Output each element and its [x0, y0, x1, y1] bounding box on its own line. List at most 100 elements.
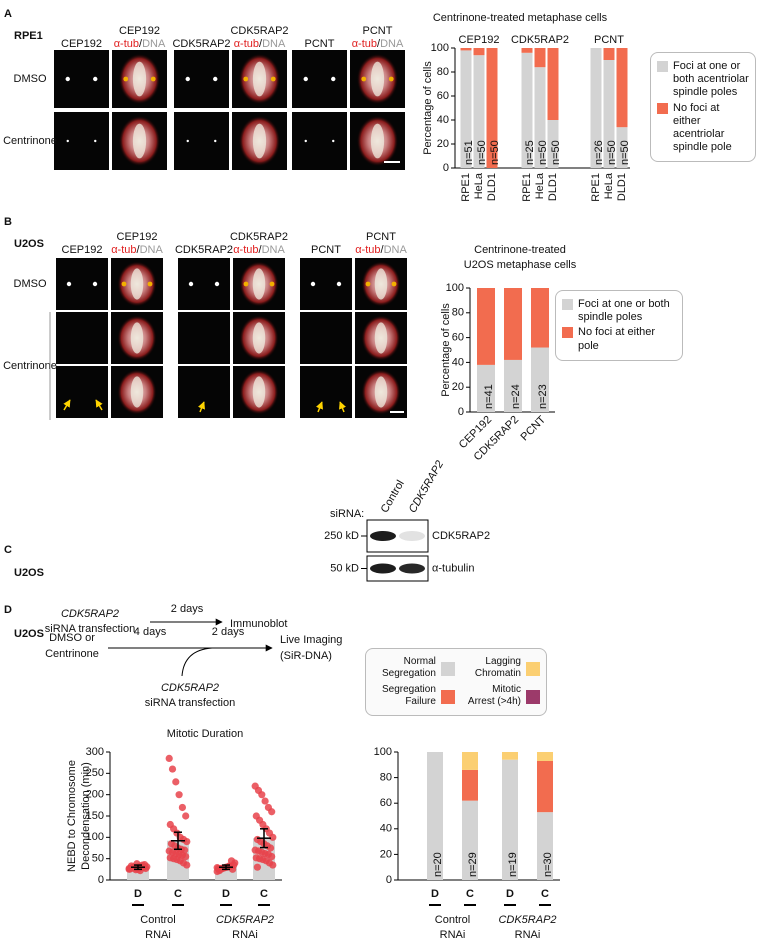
y-tick-label: 300 — [86, 746, 104, 758]
merge-suffix-part: / — [137, 244, 141, 256]
error-bar — [257, 828, 271, 849]
legend-text: Foci at one or both spindle poles — [578, 298, 670, 324]
micrograph — [56, 366, 108, 418]
group-label: CDK5RAP2 — [511, 34, 569, 46]
micrograph — [178, 366, 230, 418]
legend: Foci at one or both spindle poles No foci… — [555, 290, 683, 361]
pole-merge — [121, 281, 127, 287]
y-tick-label: 60 — [380, 797, 392, 809]
micrograph — [178, 312, 230, 364]
n-label: n=26 — [593, 140, 605, 165]
data-point — [216, 864, 225, 873]
data-point — [269, 833, 277, 841]
micrograph — [300, 366, 352, 418]
merge-suffix-part: DNA — [140, 244, 164, 256]
merge-suffix-part: α-tub — [234, 38, 259, 50]
legend-swatch — [562, 299, 573, 310]
micrograph — [292, 112, 347, 170]
group-label: Control — [140, 914, 175, 926]
data-point — [253, 863, 261, 871]
marker-label: CEP192 — [62, 244, 103, 256]
merge-suffix-part: DNA — [384, 244, 408, 256]
treatment: DMSO or — [49, 632, 95, 644]
y-tick-label: 60 — [452, 332, 464, 344]
legend-entry: Lagging Chromatin — [465, 656, 540, 680]
n-label: n=50 — [550, 140, 562, 165]
readout: Immunoblot — [230, 618, 287, 630]
micrograph — [56, 312, 108, 364]
y-tick-label: 80 — [437, 66, 449, 78]
pole-merge — [150, 76, 156, 82]
row-label: DMSO — [14, 73, 47, 85]
bar-segment — [502, 759, 518, 880]
bar-segment — [521, 52, 533, 168]
micrograph — [292, 50, 347, 108]
bar-segment — [462, 752, 478, 770]
band-label: CDK5RAP2 — [432, 530, 490, 542]
cell-line: RPE1 — [14, 30, 43, 42]
dna-signal — [132, 61, 147, 97]
x-tick-label: C — [260, 888, 268, 900]
y-tick-label: 40 — [452, 356, 464, 368]
cell-line: U2OS — [14, 238, 44, 250]
pole-signal — [303, 76, 308, 82]
blot-heading: siRNA: — [330, 508, 364, 520]
merge-suffix-part: / — [139, 38, 143, 50]
x-tick-label: PCNT — [519, 413, 549, 443]
y-tick-label: 40 — [437, 114, 449, 126]
dna-signal — [252, 61, 267, 97]
group-label: CDK5RAP2 — [498, 914, 556, 926]
bar-segment — [537, 752, 553, 761]
pole-merge — [147, 281, 153, 287]
legend-entry: Mitotic Arrest (>4h) — [465, 684, 540, 708]
pole-signal — [213, 76, 218, 82]
pole-merge — [270, 76, 276, 82]
bar-segment — [531, 288, 549, 348]
bar-segment — [547, 120, 559, 168]
x-tick-label: DLD1 — [616, 173, 628, 201]
n-label: n=24 — [510, 384, 522, 409]
bar-segment — [504, 288, 522, 360]
merge-suffix: α-tub/DNA — [111, 244, 163, 256]
error-bar — [171, 831, 185, 851]
data-point — [258, 791, 266, 799]
legend-swatch — [657, 61, 668, 72]
n-label: n=50 — [606, 140, 618, 165]
readout: (SiR-DNA) — [280, 650, 332, 662]
legend-text: Lagging Chromatin — [474, 656, 521, 679]
dna-signal — [252, 322, 266, 354]
band — [370, 563, 396, 574]
bar-segment — [462, 769, 478, 801]
merge-suffix: α-tub/DNA — [234, 38, 286, 50]
duration: 2 days — [171, 603, 204, 615]
bar-segment — [473, 48, 485, 56]
gene: CDK5RAP2 — [161, 682, 219, 694]
micrograph — [174, 50, 229, 108]
y-axis-label: NEBD to Chromosome — [66, 760, 78, 872]
data-point — [165, 754, 173, 763]
chart-title: Centrinone-treated metaphase cells — [433, 12, 608, 24]
y-tick-label: 100 — [86, 831, 104, 843]
arrow-pointer — [63, 399, 71, 411]
n-label: n=20 — [432, 852, 444, 877]
treatment: Centrinone — [45, 648, 99, 660]
merge-suffix-part: / — [259, 38, 263, 50]
bar-segment — [603, 60, 615, 168]
n-label: n=50 — [619, 140, 631, 165]
cell-line: U2OS — [14, 567, 44, 579]
data-point — [168, 765, 177, 773]
y-tick-label: 100 — [446, 282, 464, 294]
bar-segment — [473, 55, 485, 169]
arrow-pointer — [198, 401, 205, 413]
pole-signal — [304, 139, 307, 143]
group-label: RNAi — [232, 929, 258, 941]
dna-signal — [370, 123, 385, 159]
legend-swatch — [526, 661, 540, 676]
pole-merge — [123, 76, 129, 82]
y-tick-label: 0 — [98, 874, 104, 886]
legend-text: Mitotic Arrest (>4h) — [467, 684, 521, 707]
dna-signal — [130, 268, 144, 300]
n-label: n=50 — [476, 140, 488, 165]
band — [399, 531, 425, 541]
x-tick-label: DLD1 — [547, 173, 559, 201]
